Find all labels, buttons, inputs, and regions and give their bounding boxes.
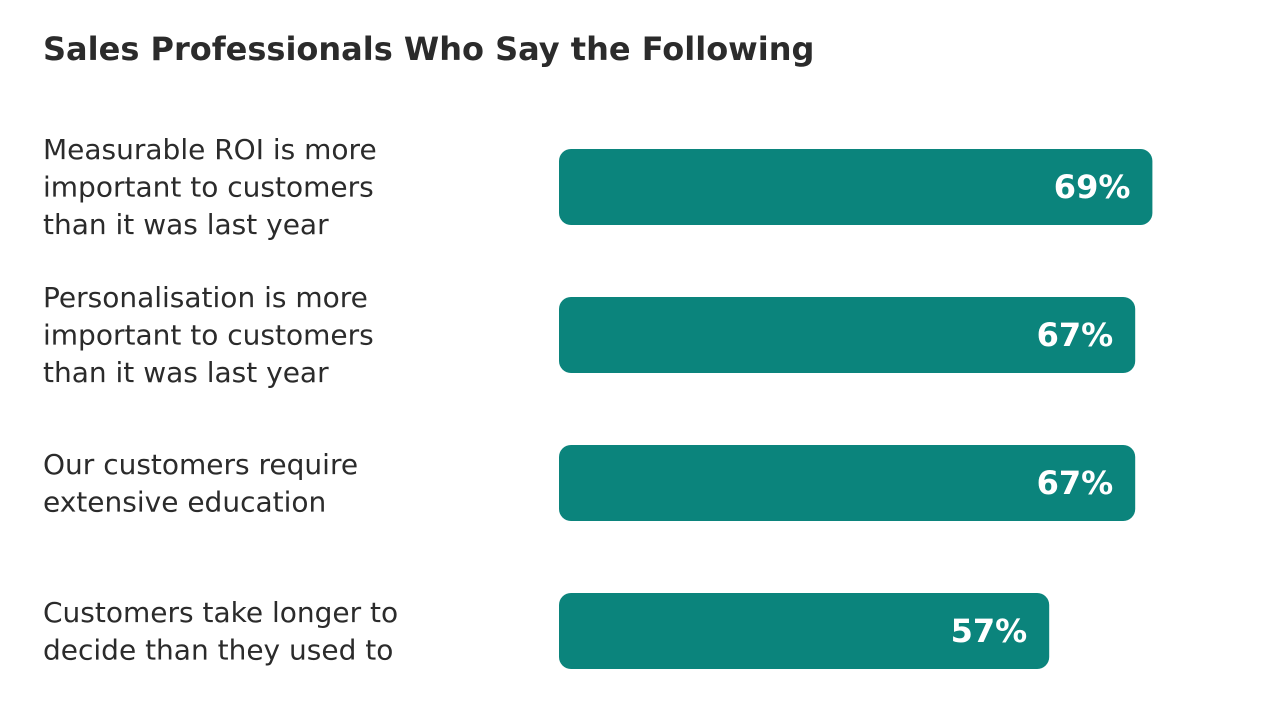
- bar-value-label-3: 67%: [1037, 464, 1114, 502]
- category-label-line: Customers take longer to: [43, 596, 398, 629]
- category-label-line: important to customers: [43, 171, 374, 204]
- category-label-line: extensive education: [43, 485, 326, 518]
- category-label-3: Our customers require extensive education: [43, 448, 358, 519]
- bar-value-label-1: 69%: [1054, 168, 1131, 206]
- category-label-line: than it was last year: [43, 208, 329, 241]
- category-label-line: Our customers require: [43, 448, 358, 481]
- category-label-line: than it was last year: [43, 356, 329, 389]
- category-label-line: important to customers: [43, 319, 374, 352]
- category-label-line: decide than they used to: [43, 633, 393, 666]
- bar-value-label-2: 67%: [1037, 316, 1114, 354]
- category-label-line: Measurable ROI is more: [43, 133, 377, 166]
- category-label-4: Customers take longer to decide than they…: [43, 596, 398, 667]
- bar-1: [559, 149, 1153, 225]
- chart-title: Sales Professionals Who Say the Followin…: [43, 30, 815, 68]
- bar-3: [559, 445, 1136, 521]
- category-label-2: Personalisation is more important to cust…: [43, 281, 374, 389]
- bar-value-label-4: 57%: [951, 612, 1028, 650]
- category-label-1: Measurable ROI is more important to custo…: [43, 133, 377, 241]
- bar-4: [559, 593, 1050, 669]
- bar-2: [559, 297, 1136, 373]
- category-label-line: Personalisation is more: [43, 281, 368, 314]
